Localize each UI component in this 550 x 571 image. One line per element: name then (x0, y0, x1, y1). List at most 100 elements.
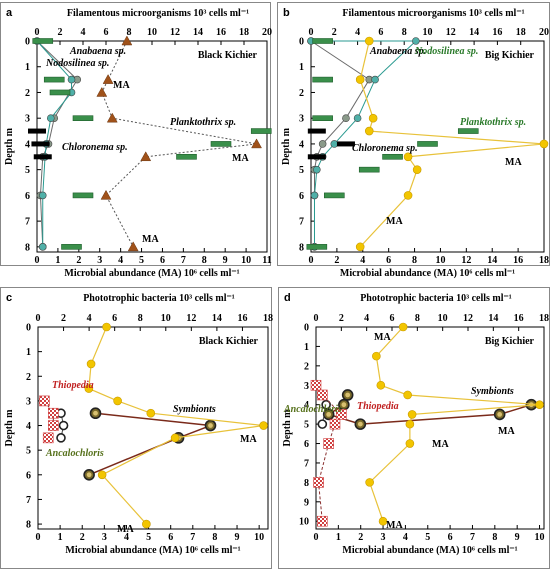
ma-point (146, 408, 156, 418)
y-tick-label: 3 (304, 381, 309, 392)
ma-point (376, 380, 386, 390)
ma-point (86, 359, 96, 369)
lake-name: Big Kichier (485, 336, 535, 347)
y-tick-label: 2 (25, 88, 30, 99)
ma-point (405, 439, 415, 448)
top-tick-label: 0 (314, 313, 319, 324)
bottom-tick-label: 0 (309, 255, 314, 266)
bottom-axis-title: Microbial abundance (MA) 10⁶ cells ml⁻¹ (65, 545, 240, 556)
chloronema-label: Chloronema sp. (352, 143, 418, 154)
thiopedia-point (48, 407, 59, 419)
top-tick-label: 2 (339, 313, 344, 324)
top-tick-label: 14 (193, 27, 203, 38)
y-tick-label: 4 (299, 139, 304, 150)
y-tick-label: 6 (26, 470, 31, 481)
ma-point (251, 138, 262, 149)
top-tick-label: 8 (127, 27, 132, 38)
y-tick-label: 6 (25, 191, 30, 202)
thiopedia-point (39, 395, 50, 407)
series-ma (365, 322, 544, 526)
panel-letter: b (283, 7, 290, 19)
planktothrix-bar (306, 244, 328, 250)
ma-point (140, 151, 152, 162)
bottom-tick-label: 3 (97, 255, 102, 266)
y-tick-label: 1 (304, 342, 309, 353)
bottom-tick-label: 2 (80, 532, 85, 543)
ma-point (259, 421, 268, 430)
ma-label-1: MA (374, 332, 391, 343)
y-tick-label: 4 (26, 421, 31, 432)
bottom-tick-label: 8 (412, 255, 417, 266)
ma-point (412, 165, 422, 174)
panel-a: a Filamentous microorganisms 10³ cells ml… (0, 2, 272, 279)
ma-point (355, 75, 365, 84)
series-line (43, 400, 54, 439)
top-tick-label: 18 (239, 27, 249, 38)
y-tick-label: 8 (26, 520, 31, 531)
y-tick-label: 3 (25, 114, 30, 125)
data-point (318, 140, 327, 148)
bottom-tick-label: 3 (381, 532, 386, 543)
planktothrix-bar (312, 76, 333, 83)
data-point (371, 75, 379, 84)
bottom-tick-label: 8 (492, 532, 497, 543)
bottom-tick-label: 18 (539, 255, 549, 266)
y-tick-label: 7 (25, 217, 30, 228)
bottom-tick-label: 5 (425, 532, 430, 543)
top-tick-label: 2 (58, 27, 63, 38)
data-point (353, 114, 362, 122)
y-tick-label: 0 (304, 323, 309, 334)
planktothrix-bar (250, 128, 272, 134)
chloronema-bar (307, 128, 326, 134)
ma-point (100, 189, 112, 200)
top-tick-label: 4 (81, 27, 86, 38)
bottom-tick-label: 4 (360, 255, 365, 266)
series-chloronema-sp (28, 128, 52, 160)
ma-point (535, 400, 544, 409)
y-tick-label: 8 (304, 478, 309, 489)
ma-point (364, 126, 374, 136)
symbiont-point-core (345, 392, 351, 398)
symbiont-point-core (497, 412, 503, 417)
ma-label-3: MA (142, 234, 159, 245)
symbiont-point-core (357, 421, 363, 427)
plot-area (315, 326, 545, 530)
series-ma (84, 322, 268, 529)
panel-frame (0, 287, 272, 569)
top-tick-label: 4 (364, 313, 369, 324)
top-tick-label: 10 (161, 313, 171, 324)
planktothrix-bar (312, 115, 333, 121)
bottom-tick-label: 2 (334, 255, 339, 266)
top-tick-label: 6 (378, 27, 383, 38)
y-tick-label: 5 (299, 165, 304, 176)
top-tick-label: 12 (186, 313, 196, 324)
series-ancalochloris (317, 399, 331, 429)
panel-letter: d (284, 292, 291, 304)
data-point (313, 165, 321, 174)
planktothrix-bar (457, 128, 479, 134)
top-axis-title: Phototrophic bacteria 10³ cells ml⁻¹ (360, 293, 512, 304)
planktothrix-bar (417, 141, 438, 147)
y-tick-label: 8 (299, 242, 304, 253)
bottom-axis-title: Microbial abundance (MA) 10⁶ cells ml⁻¹ (64, 268, 239, 279)
bottom-tick-label: 3 (102, 532, 107, 543)
ma-label-1: MA (240, 434, 257, 445)
top-tick-label: 12 (463, 313, 473, 324)
ancalochloris-point (58, 420, 69, 431)
ma-point (97, 470, 107, 480)
thiopedia-point (42, 432, 54, 444)
top-tick-label: 0 (309, 27, 314, 38)
thiopedia-point (329, 418, 341, 430)
data-point (342, 114, 350, 122)
symbionts-label: Symbionts (471, 386, 514, 397)
panel-b: b Filamentous microorganisms 10³ cells ml… (277, 2, 550, 279)
y-tick-label: 2 (299, 88, 304, 99)
ancalochloris-point (317, 419, 328, 429)
ma-label-2: MA (117, 524, 134, 535)
bottom-tick-label: 1 (55, 255, 60, 266)
planktothrix-bar (61, 244, 82, 250)
ma-point (102, 322, 111, 332)
top-tick-label: 20 (539, 27, 549, 38)
panel-frame (0, 2, 271, 266)
bottom-tick-label: 9 (223, 255, 228, 266)
